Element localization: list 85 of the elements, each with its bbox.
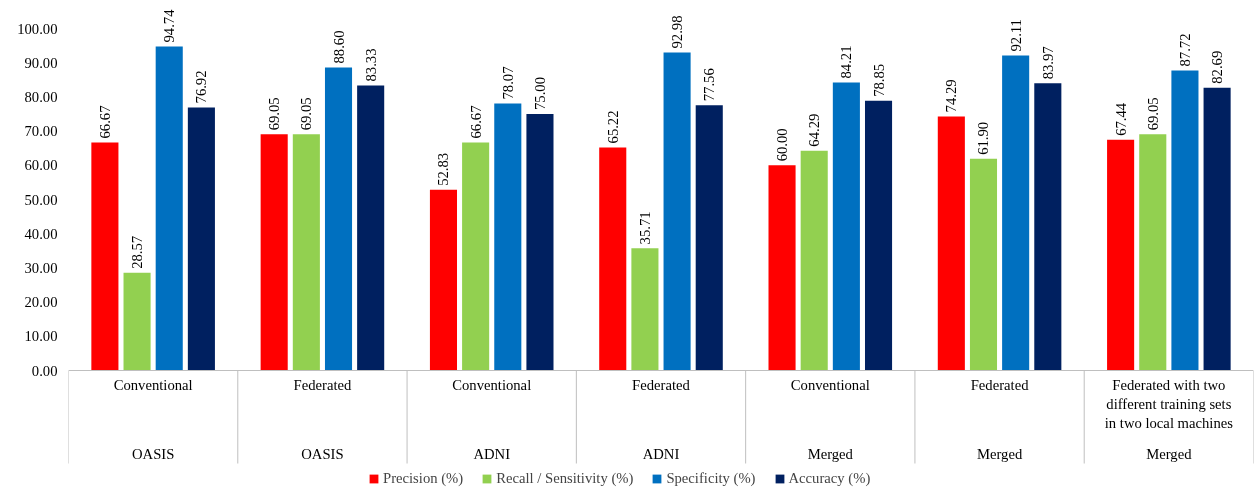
data-label: 61.90 [975,121,992,155]
text: ADNI [642,445,680,462]
y-tick-label: 20.00 [24,294,58,311]
y-tick-label: 40.00 [24,225,58,242]
x-tick-label: Federated [970,376,1030,393]
y-tick-label: 90.00 [24,54,58,71]
bar [91,142,119,371]
bar [864,100,893,371]
y-tick-label: 100.00 [17,20,58,37]
legend-label: Specificity (%) [666,470,756,487]
x-tick-label: Conventional [452,376,532,393]
y-tick-label: 70.00 [24,123,58,140]
bar [1002,55,1030,371]
bar [768,165,796,371]
data-label: 69.05 [298,97,315,131]
data-label: 65.22 [604,110,621,144]
bar [1139,134,1167,371]
bar [155,46,183,371]
bar [494,103,522,371]
bar [1203,87,1231,371]
data-label: 78.85 [870,63,887,97]
bar [292,134,320,371]
x-tick-label: Federated [293,376,352,393]
bar [187,107,215,371]
y-tick-label: 50.00 [24,191,58,208]
bar [260,134,288,371]
data-label: 66.67 [467,105,484,139]
bar [462,142,490,371]
data-label: 84.21 [838,45,855,79]
data-label: 66.67 [96,105,113,139]
data-label: 28.57 [129,235,146,269]
bar [324,67,353,371]
bar [663,52,691,371]
bar [800,150,828,371]
x-tick-label: Conventional [790,376,870,393]
data-label: 82.69 [1209,50,1226,84]
bar [1034,83,1062,371]
bar [123,272,151,371]
data-label: 69.05 [1144,97,1161,131]
bar [1107,139,1135,371]
data-label: 83.33 [362,48,379,82]
data-label: 69.05 [266,97,283,131]
bar [631,248,659,371]
text: Merged [976,445,1023,462]
bar [937,116,965,371]
data-label: 52.83 [435,152,452,186]
data-label: 88.60 [330,30,347,64]
legend-label: Recall / Sensitivity (%) [496,470,634,487]
data-label: 78.07 [499,66,516,100]
legend-label: Precision (%) [383,470,464,487]
text: OASIS [301,445,344,462]
y-tick-label: 0.00 [31,362,58,379]
y-tick-label: 10.00 [24,328,58,345]
y-tick-label: 80.00 [24,88,58,105]
legend-label: Accuracy (%) [788,470,871,487]
bar [599,147,627,371]
bar [1171,70,1199,371]
bar [526,114,554,371]
bar [969,158,998,371]
data-label: 92.11 [1007,19,1024,52]
data-label: 87.72 [1176,33,1193,67]
data-label: 60.00 [774,128,791,162]
data-label: 92.98 [669,15,686,49]
data-label: 75.00 [531,77,548,110]
y-tick-label: 30.00 [24,259,58,276]
text: Merged [807,445,854,462]
bar [832,82,860,371]
data-label: 74.29 [943,79,960,113]
x-tick-label: Federated with two different training sets in two local machines [1104,376,1234,431]
text: Merged [1146,445,1193,462]
data-label: 94.74 [161,8,178,43]
x-tick-label: Conventional [113,376,193,393]
data-label: 67.44 [1112,102,1129,136]
data-label: 76.92 [193,70,210,104]
bar [357,85,385,371]
data-label: 83.97 [1039,46,1056,80]
text: ADNI [473,445,511,462]
bar [695,105,723,371]
data-label: 77.56 [701,68,718,102]
data-label: 64.29 [806,113,823,147]
data-label: 35.71 [636,211,653,245]
x-tick-label: Federated [632,376,691,393]
bar [429,189,458,371]
y-tick-label: 60.00 [24,157,58,174]
text: OASIS [131,445,175,462]
